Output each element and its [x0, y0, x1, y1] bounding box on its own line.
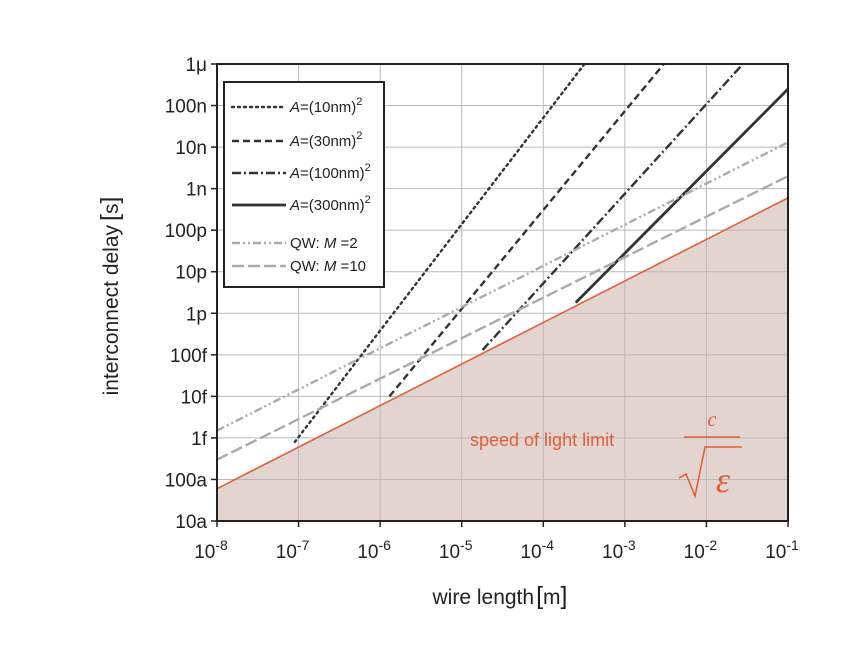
- light-limit-region: [217, 197, 788, 522]
- formula-numerator: c: [708, 409, 717, 431]
- x-tick-label-exponent: -8: [215, 537, 228, 553]
- y-tick-label: 100p: [165, 221, 207, 242]
- x-tick-label-base: 10: [357, 542, 378, 563]
- light-limit-line: [216, 197, 789, 490]
- legend-label-prefix: A: [289, 165, 300, 182]
- y-tick-label: 100a: [165, 470, 208, 491]
- plot-frame-layer: [216, 63, 789, 522]
- tick-labels-layer: 10-8 10-7 10-6 10-5 10-4 10-3 10-2 10-110a100a1…: [165, 55, 799, 563]
- legend-label-value: =2: [336, 235, 357, 252]
- legend-label-2: A=(30nm)2: [289, 130, 362, 150]
- legend: A=(10nm)2A=(30nm)2A=(100nm)2A=(300nm)2QW…: [223, 81, 385, 288]
- x-tick-label-exponent: -1: [786, 537, 799, 553]
- legend-label-value: =10: [336, 258, 366, 275]
- legend-label-prefix: QW:: [290, 258, 324, 275]
- y-tick-label: 1n: [186, 180, 207, 201]
- x-tick-label-base: 10: [276, 542, 297, 563]
- y-axis-unit-close-bracket: ]: [96, 197, 124, 204]
- y-axis-unit-open-bracket: [: [96, 214, 124, 221]
- x-tick-label-exponent: -4: [542, 537, 555, 553]
- x-tick-label: 10-7: [276, 537, 310, 563]
- speed-of-light-label: speed of light limit: [470, 430, 614, 450]
- legend-label-value: =(300nm): [300, 197, 365, 214]
- x-tick-label: 10-3: [602, 537, 636, 563]
- legend-label-exponent: 2: [365, 194, 371, 206]
- legend-label-exponent: 2: [356, 130, 362, 142]
- x-axis-unit-open-bracket: [: [536, 582, 543, 610]
- y-tick-label: 100n: [165, 97, 207, 118]
- series-line-1: [293, 62, 586, 444]
- series-line-5: [216, 141, 789, 432]
- series-line-2: [388, 63, 665, 398]
- y-tick-label: 1p: [186, 304, 207, 325]
- x-tick-label-base: 10: [684, 542, 705, 563]
- x-axis-title-text: wire length: [432, 586, 535, 609]
- y-tick-label: 100f: [170, 346, 208, 367]
- y-tick-label: 1f: [191, 429, 208, 450]
- plot-frame: [216, 63, 789, 522]
- legend-label-prefix: A: [289, 133, 300, 150]
- x-tick-label: 10-6: [357, 537, 391, 563]
- x-axis-unit: m: [543, 586, 561, 609]
- x-tick-label: 10-1: [765, 537, 799, 563]
- legend-label-exponent: 2: [365, 162, 371, 174]
- legend-label-value: =(10nm): [300, 99, 356, 116]
- light-limit-region-layer: [217, 197, 788, 522]
- legend-label-symbol: M: [324, 258, 337, 275]
- legend-label-value: =(30nm): [300, 133, 356, 150]
- formula-sqrt-sign: [678, 446, 742, 499]
- x-axis-title: wire length[m]: [432, 582, 568, 610]
- x-tick-label-exponent: -2: [705, 537, 718, 553]
- legend-box: [223, 81, 385, 288]
- x-tick-label: 10-8: [194, 537, 228, 563]
- speed-of-light-annotation: speed of light limit c ε: [470, 409, 742, 500]
- x-tick-label-exponent: -7: [297, 537, 310, 553]
- y-axis-title-text: interconnect delay: [100, 224, 123, 395]
- y-axis-unit: s: [100, 204, 123, 215]
- x-tick-label: 10-4: [520, 537, 554, 563]
- legend-label-prefix: A: [289, 99, 300, 116]
- legend-label-prefix: QW:: [290, 235, 324, 252]
- legend-label-1: A=(10nm)2: [289, 96, 362, 116]
- x-tick-label-exponent: -5: [460, 537, 473, 553]
- formula-denominator: ε: [716, 460, 731, 500]
- y-tick-label: 10n: [175, 138, 207, 159]
- legend-label-5: QW: M =2: [290, 235, 358, 252]
- legend-label-4: A=(300nm)2: [289, 194, 371, 214]
- x-tick-label: 10-2: [684, 537, 718, 563]
- legend-items: A=(10nm)2A=(30nm)2A=(100nm)2A=(300nm)2QW…: [230, 96, 371, 275]
- legend-label-prefix: A: [289, 197, 300, 214]
- x-tick-label: 10-5: [439, 537, 473, 563]
- x-tick-label-base: 10: [765, 542, 786, 563]
- x-tick-label-base: 10: [520, 542, 541, 563]
- x-tick-label-base: 10: [602, 542, 623, 563]
- series-layer: [216, 62, 789, 490]
- series-line-6: [216, 175, 789, 461]
- legend-label-3: A=(100nm)2: [289, 162, 371, 182]
- y-tick-label: 10f: [181, 387, 208, 408]
- y-axis-title: interconnect delay [s]: [96, 197, 124, 396]
- y-tick-label: 1μ: [185, 55, 207, 76]
- x-axis-unit-close-bracket: ]: [561, 582, 568, 610]
- y-tick-label: 10a: [175, 512, 207, 533]
- legend-label-exponent: 2: [356, 96, 362, 108]
- x-tick-label-base: 10: [439, 542, 460, 563]
- series-line-3: [481, 63, 744, 351]
- legend-label-value: =(100nm): [300, 165, 365, 182]
- x-tick-label-base: 10: [194, 542, 215, 563]
- legend-label-6: QW: M =10: [290, 258, 366, 275]
- y-tick-label: 10p: [175, 263, 207, 284]
- legend-label-symbol: M: [324, 235, 337, 252]
- x-tick-label-exponent: -3: [623, 537, 636, 553]
- x-tick-label-exponent: -6: [378, 537, 391, 553]
